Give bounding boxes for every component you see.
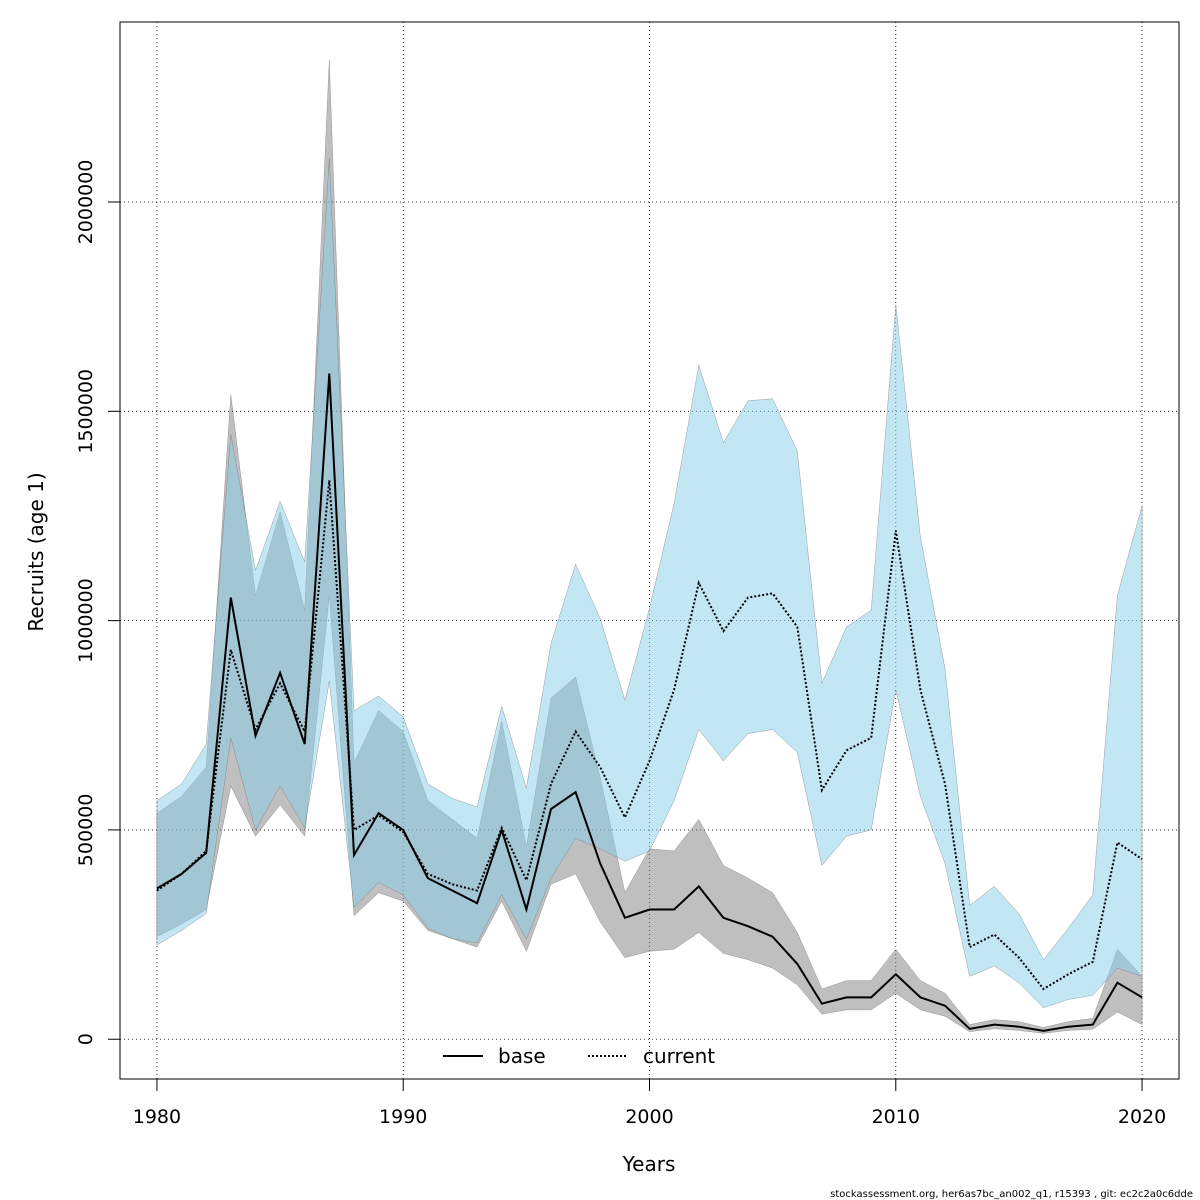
x-axis-title: Years (622, 1152, 676, 1176)
y-tick-label: 500000 (75, 794, 97, 867)
x-tick-label: 2000 (625, 1106, 673, 1128)
legend-label-base: base (498, 1044, 546, 1068)
series-lines (156, 373, 1143, 1032)
x-tick-label: 1980 (133, 1106, 181, 1128)
y-axis-title: Recruits (age 1) (24, 472, 48, 631)
y-tick-label: 2000000 (75, 160, 97, 245)
legend-label-current: current (643, 1044, 715, 1068)
x-tick-label: 1990 (379, 1106, 427, 1128)
line-base (156, 373, 1143, 1032)
y-tick-label: 1000000 (75, 578, 97, 663)
axes: 1980 1990 2000 2010 2020 0 500000 1000000 150000… (75, 160, 1166, 1128)
legend: base current (443, 1044, 715, 1068)
y-tick-label: 0 (75, 1033, 97, 1045)
y-tick-label: 1500000 (75, 369, 97, 454)
line-current (156, 480, 1143, 991)
footer-text: stockassessment.org, her6as7bc_an002_q1,… (830, 1189, 1193, 1200)
x-tick-label: 2020 (1118, 1106, 1166, 1128)
confidence-bands (156, 59, 1143, 1034)
band-current (156, 157, 1143, 1009)
x-tick-label: 2010 (872, 1106, 920, 1128)
